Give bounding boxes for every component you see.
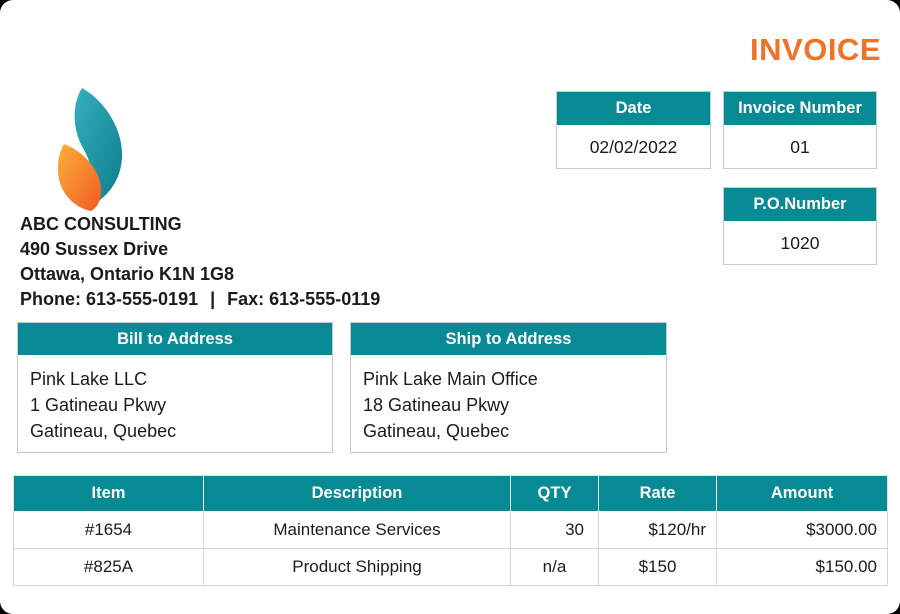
description-cell: Product Shipping [203, 548, 511, 586]
ship-to-address: Pink Lake Main Office 18 Gatineau Pkwy G… [351, 357, 666, 453]
amount-cell: $3000.00 [716, 511, 888, 549]
ship-to-line: Gatineau, Quebec [363, 421, 510, 441]
item-id-cell: #825A [13, 548, 204, 586]
company-info-block: ABC CONSULTING 490 Sussex Drive Ottawa, … [20, 212, 380, 312]
company-contact-line: Phone: 613-555-0191 | Fax: 613-555-0119 [20, 287, 380, 312]
po-number-box: P.O.Number 1020 [723, 187, 877, 265]
items-table: Item Description QTY Rate Amount #1654 M… [13, 475, 888, 586]
bill-to-line: Pink Lake LLC [30, 369, 148, 389]
items-table-header-description: Description [203, 475, 511, 512]
company-fax: Fax: 613-555-0119 [227, 289, 381, 309]
ship-to-label: Ship to Address [351, 323, 666, 357]
invoice-number-value: 01 [790, 137, 810, 157]
date-value: 02/02/2022 [589, 137, 678, 157]
date-label: Date [557, 92, 710, 127]
bill-to-line: Gatineau, Quebec [30, 421, 177, 441]
company-phone: Phone: 613-555-0191 [20, 289, 199, 309]
ship-to-address-box: Ship to Address Pink Lake Main Office 18… [350, 322, 667, 453]
logo-orange-flame [57, 144, 102, 211]
flame-logo-icon [57, 88, 123, 211]
rate-cell: $120/hr [598, 511, 717, 549]
item-id-cell: #1654 [13, 511, 204, 549]
po-number-value: 1020 [780, 233, 820, 253]
table-row: #825A Product Shipping n/a $150 $150.00 [13, 548, 888, 586]
bill-to-address-box: Bill to Address Pink Lake LLC 1 Gatineau… [17, 322, 333, 453]
invoice-number-box: Invoice Number 01 [723, 91, 877, 169]
qty-cell: n/a [510, 548, 599, 586]
bill-to-label: Bill to Address [18, 323, 332, 357]
bill-to-line: 1 Gatineau Pkwy [30, 395, 167, 415]
date-box: Date 02/02/2022 [556, 91, 711, 169]
ship-to-line: 18 Gatineau Pkwy [363, 395, 510, 415]
items-table-header-amount: Amount [716, 475, 888, 512]
logo-teal-flame [74, 88, 123, 208]
bill-to-address: Pink Lake LLC 1 Gatineau Pkwy Gatineau, … [18, 357, 332, 453]
po-number-label: P.O.Number [724, 188, 876, 223]
rate-cell: $150 [598, 548, 717, 586]
items-table-header-rate: Rate [598, 475, 717, 512]
phone-fax-separator: | [210, 289, 216, 309]
qty-cell: 30 [510, 511, 599, 549]
company-name: ABC CONSULTING [20, 214, 182, 234]
company-address-line1: 490 Sussex Drive [20, 239, 169, 259]
table-row: #1654 Maintenance Services 30 $120/hr $3… [13, 511, 888, 549]
description-cell: Maintenance Services [203, 511, 511, 549]
company-address-line2: Ottawa, Ontario K1N 1G8 [20, 264, 235, 284]
invoice-title: INVOICE [750, 32, 881, 67]
items-table-header-item: Item [13, 475, 204, 512]
amount-cell: $150.00 [716, 548, 888, 586]
items-table-header-qty: QTY [510, 475, 599, 512]
invoice-number-label: Invoice Number [724, 92, 876, 127]
ship-to-line: Pink Lake Main Office [363, 369, 538, 389]
items-table-header-row: Item Description QTY Rate Amount [13, 475, 888, 512]
